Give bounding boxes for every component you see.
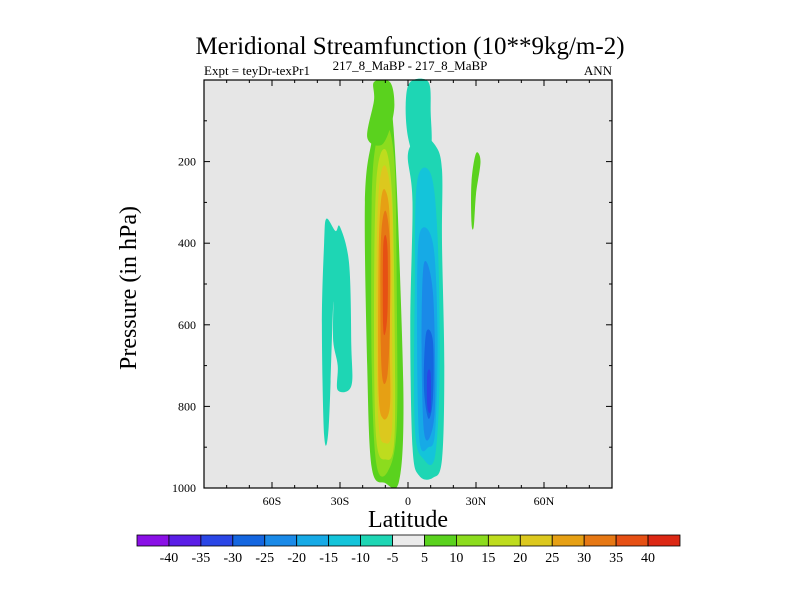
colorbar-swatch — [360, 534, 393, 547]
contour-region-east-cell-30 — [426, 369, 432, 414]
colorbar-label: -15 — [319, 551, 338, 566]
contour-region-west-cell-35 — [382, 235, 388, 336]
colorbar-swatch — [615, 534, 649, 547]
experiment-label: Expt = teyDr-texPr1 — [204, 63, 310, 78]
colorbar-swatch — [456, 534, 489, 547]
colorbar-label: -20 — [287, 551, 306, 566]
colorbar-label: 35 — [609, 551, 623, 566]
colorbar: -40 -35 -30 -25 -20 -15 -10 -5 5 10 15 20 25 30 35 40 — [136, 534, 681, 566]
colorbar-label: 40 — [641, 551, 655, 566]
chart-title: Meridional Streamfunction (10**9kg/m-2) — [195, 33, 624, 60]
plot-background — [204, 80, 612, 488]
x-axis-ticks: 60S 30S 0 30N 60N — [226, 80, 590, 508]
colorbar-swatch — [168, 534, 202, 547]
colorbar-swatch — [647, 534, 681, 547]
colorbar-swatch — [296, 534, 330, 547]
contour-region-right-green-patch — [471, 152, 481, 230]
contour-region-upper-green-left — [367, 79, 395, 146]
colorbar-swatch — [424, 534, 457, 547]
y-tick-label: 600 — [178, 318, 196, 332]
colorbar-label: 30 — [577, 551, 591, 566]
experiment-comparison-label: 217_8_MaBP - 217_8_MaBP — [333, 58, 488, 73]
colorbar-label: 25 — [545, 551, 559, 566]
colorbar-swatch — [264, 534, 298, 547]
x-tick-label: 60S — [263, 494, 282, 508]
y-axis-ticks: 200 400 600 800 1000 — [172, 120, 612, 495]
colorbar-swatch — [551, 534, 585, 547]
x-tick-label: 0 — [405, 494, 411, 508]
y-tick-label: 200 — [178, 155, 196, 169]
colorbar-label: -35 — [192, 551, 211, 566]
colorbar-swatch — [200, 534, 234, 547]
x-tick-label: 30N — [466, 494, 487, 508]
contour-region-upper-cyan-center — [405, 78, 432, 162]
x-tick-label: 30S — [331, 494, 350, 508]
y-tick-label: 400 — [178, 236, 196, 250]
colorbar-label: -25 — [255, 551, 274, 566]
colorbar-label: -10 — [351, 551, 370, 566]
colorbar-swatch — [487, 534, 521, 547]
colorbar-label: 5 — [421, 551, 428, 566]
colorbar-label: 10 — [449, 551, 463, 566]
x-tick-label: 60N — [534, 494, 555, 508]
season-label: ANN — [584, 63, 613, 78]
colorbar-swatch — [519, 534, 553, 547]
y-tick-label: 1000 — [172, 481, 196, 495]
colorbar-label: 20 — [513, 551, 527, 566]
colorbar-swatch — [392, 534, 425, 547]
colorbar-swatch — [232, 534, 266, 547]
colorbar-label: -5 — [387, 551, 399, 566]
colorbar-label: -30 — [223, 551, 242, 566]
contour-region-left-cyan-band — [321, 218, 353, 446]
x-axis-label: Latitude — [368, 507, 448, 533]
colorbar-label: -40 — [160, 551, 179, 566]
colorbar-swatch — [136, 534, 170, 547]
colorbar-swatch — [328, 534, 361, 547]
colorbar-label: 15 — [481, 551, 495, 566]
y-tick-label: 800 — [178, 399, 196, 413]
colorbar-swatch — [583, 534, 617, 547]
contour-regions — [321, 78, 481, 489]
y-axis-label: Pressure (in hPa) — [116, 206, 142, 370]
